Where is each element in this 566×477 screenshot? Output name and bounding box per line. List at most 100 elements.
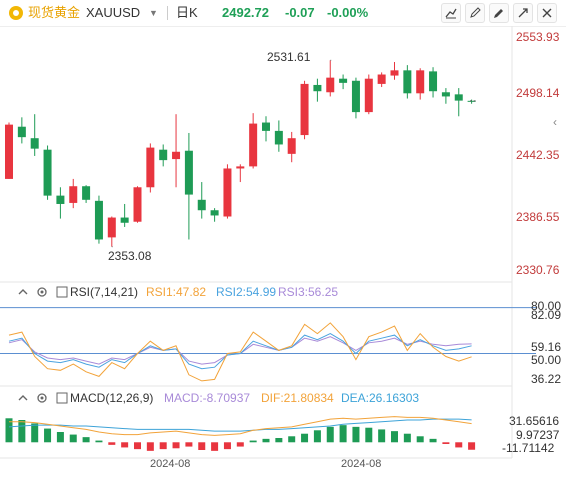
macd-histogram-bar (326, 426, 334, 443)
macd-histogram-bar (108, 442, 116, 445)
last-price: 2492.72 (222, 5, 269, 20)
candle-body (5, 124, 13, 179)
time-axis-label: 2024-08 (341, 458, 382, 470)
candle-body (197, 199, 206, 211)
macd-axis-label: -11.71142 (502, 441, 555, 455)
macd-histogram-bar (249, 440, 257, 443)
macd-histogram-bar (31, 423, 39, 443)
candle-body (146, 147, 155, 188)
macd-histogram-bar (339, 425, 347, 443)
macd-histogram-bar (352, 426, 360, 443)
candle-body (236, 166, 245, 169)
candle-body (17, 126, 26, 138)
divider (167, 6, 168, 20)
macd-histogram-bar (5, 418, 13, 443)
candle-body (454, 94, 463, 101)
candle-body (30, 138, 39, 149)
macd-histogram-bar (378, 429, 386, 443)
candle-body (107, 217, 116, 238)
rsi3-value: RSI3:56.25 (278, 285, 339, 299)
macd-title: MACD(12,26,9) (70, 391, 154, 405)
candle-body (69, 186, 78, 203)
rsi1-value: RSI1:47.82 (146, 285, 207, 299)
macd-value: MACD:-8.70937 (164, 391, 251, 405)
rsi2-value: RSI2:54.99 (216, 285, 277, 299)
indicator-box-icon[interactable] (56, 392, 68, 404)
macd-histogram-bar (301, 433, 309, 443)
price-axis-label: 2442.35 (516, 148, 560, 162)
rsi-axis-label: 50.00 (531, 353, 562, 367)
macd-histogram-bar (69, 434, 77, 443)
candle-body (249, 123, 258, 167)
dif-line (9, 416, 472, 436)
rsi-axis-label: 80.00 (531, 299, 562, 313)
collapse-icon[interactable] (17, 286, 29, 298)
candle-body (287, 138, 296, 154)
candle-body (377, 74, 386, 84)
macd-histogram-bar (95, 440, 103, 443)
price-change: -0.07 (285, 5, 315, 20)
expand-icon[interactable] (513, 3, 533, 23)
toolbar: 现货黄金 XAUUSD ▼ 日K 2492.72 -0.07 -0.00% (0, 0, 566, 27)
macd-histogram-bar (391, 431, 398, 443)
macd-axis-label: 31.65616 (509, 414, 560, 428)
grid (0, 26, 513, 459)
symbol-name[interactable]: 现货黄金 (28, 5, 81, 20)
draw-line-icon[interactable] (441, 3, 461, 23)
macd-histogram-bar (134, 442, 141, 450)
candle-body (339, 78, 348, 83)
price-axis-label: 2498.14 (516, 86, 560, 100)
candlestick-series (5, 59, 476, 248)
macd-histogram-bar (159, 442, 167, 450)
candle-body (274, 130, 283, 145)
indicator-box-icon[interactable] (56, 286, 68, 298)
collapse-icon[interactable] (17, 392, 29, 404)
candle-body (364, 78, 373, 113)
macd-histogram-bar (18, 420, 26, 443)
macd-histogram-bar (365, 427, 373, 443)
macd-histogram-bar (56, 432, 64, 443)
dif-value: DIF:21.80834 (261, 391, 334, 405)
macd-histogram-bar (455, 442, 463, 448)
candle-body (300, 83, 309, 136)
macd-histogram-bar (223, 442, 231, 450)
candle-body (390, 70, 399, 76)
pen-icon[interactable] (465, 3, 485, 23)
price-axis-label: 2553.93 (516, 30, 560, 44)
rsi-axis-label: 36.22 (531, 372, 562, 386)
chevron-down-icon[interactable]: ▼ (149, 8, 158, 18)
macd-histogram-bar (442, 442, 450, 444)
symbol-code[interactable]: XAUUSD (86, 5, 141, 20)
low-annotation: 2353.08 (108, 249, 152, 263)
chevron-left-icon[interactable]: ‹ (553, 115, 557, 129)
price-change-pct: -0.00% (327, 5, 369, 20)
candle-body (172, 151, 181, 160)
candle-body (210, 210, 219, 216)
pencil-settings-icon[interactable] (489, 3, 509, 23)
price-axis-label: 2330.76 (516, 263, 560, 277)
candle-body (326, 77, 335, 93)
period-selector[interactable]: 日K (176, 5, 198, 20)
candle-body (82, 186, 91, 200)
candle-body (94, 200, 103, 240)
price-axis-label: 2386.55 (516, 210, 560, 224)
close-icon[interactable] (537, 3, 557, 23)
macd-histogram-bar (121, 442, 129, 448)
settings-icon[interactable] (36, 392, 48, 404)
macd-histogram-bar (44, 428, 52, 443)
rsi1-line (8, 322, 472, 382)
candle-body (262, 122, 270, 131)
macd-histogram-bar (262, 438, 270, 443)
macd-histogram-bar (146, 442, 154, 451)
macd-histogram-bar (288, 436, 296, 443)
macd-histogram-bar (198, 442, 206, 450)
candle-body (133, 187, 142, 222)
candle-body (159, 149, 168, 161)
candle-body (441, 92, 450, 97)
candle-body (223, 168, 232, 217)
settings-icon[interactable] (36, 286, 48, 298)
rsi-axis-label: 82.09 (531, 308, 562, 322)
rsi-axis-label: 59.16 (531, 340, 562, 354)
rsi-series (0, 307, 536, 382)
